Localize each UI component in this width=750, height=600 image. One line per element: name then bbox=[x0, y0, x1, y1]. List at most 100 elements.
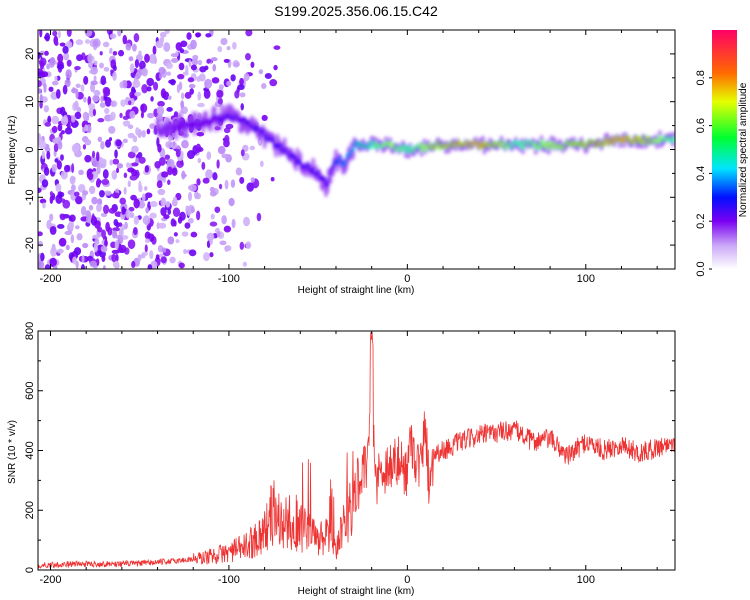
noise-blob bbox=[202, 177, 210, 184]
noise-blob bbox=[156, 222, 160, 230]
ridge-core bbox=[621, 136, 625, 140]
noise-blob bbox=[240, 149, 245, 157]
noise-blob bbox=[245, 53, 251, 61]
noise-blob bbox=[100, 75, 107, 86]
noise-blob bbox=[133, 215, 139, 225]
noise-blob bbox=[177, 216, 183, 224]
noise-blob bbox=[109, 137, 113, 142]
noise-blob bbox=[125, 209, 131, 219]
noise-blob bbox=[91, 196, 98, 205]
noise-blob bbox=[242, 261, 248, 267]
noise-blob bbox=[156, 105, 165, 116]
noise-blob bbox=[243, 216, 251, 227]
noise-blob bbox=[141, 129, 146, 138]
snr-xtick-label: -200 bbox=[39, 574, 61, 586]
ridge-core bbox=[293, 155, 296, 159]
ridge-core bbox=[271, 138, 275, 142]
noise-blob bbox=[223, 225, 232, 233]
ridge-core bbox=[657, 139, 660, 143]
ridge-core bbox=[307, 164, 311, 168]
ridge-core bbox=[213, 115, 216, 119]
noise-blob bbox=[186, 206, 192, 217]
noise-blob bbox=[209, 221, 218, 227]
noise-blob bbox=[58, 123, 62, 131]
noise-blob bbox=[113, 219, 119, 227]
noise-blob bbox=[147, 112, 155, 119]
ridge-core bbox=[298, 161, 302, 165]
noise-blob bbox=[112, 50, 118, 56]
noise-blob bbox=[69, 175, 76, 185]
noise-blob bbox=[75, 195, 83, 205]
snr-ytick-label: 400 bbox=[24, 441, 36, 459]
noise-blob bbox=[190, 64, 197, 71]
noise-blob bbox=[38, 240, 43, 247]
noise-blob bbox=[239, 92, 246, 98]
noise-blob bbox=[42, 202, 46, 209]
noise-blob bbox=[118, 244, 127, 254]
noise-blob bbox=[235, 167, 243, 176]
noise-blob bbox=[153, 57, 157, 65]
noise-blob bbox=[55, 89, 61, 99]
noise-blob bbox=[116, 167, 120, 174]
noise-blob bbox=[119, 112, 123, 119]
noise-blob bbox=[216, 89, 224, 98]
noise-blob bbox=[173, 220, 177, 227]
noise-blob bbox=[38, 187, 42, 194]
noise-blob bbox=[212, 63, 217, 72]
noise-blob bbox=[176, 160, 184, 168]
ridge-halo bbox=[192, 126, 197, 137]
noise-blob bbox=[128, 100, 132, 106]
noise-blob bbox=[245, 30, 253, 37]
noise-blob bbox=[84, 154, 92, 163]
colorbar-tick-label: 0.4 bbox=[695, 166, 707, 181]
noise-blob bbox=[52, 30, 58, 37]
noise-blob bbox=[142, 215, 151, 225]
noise-blob bbox=[53, 265, 58, 269]
noise-blob bbox=[232, 41, 237, 50]
spectrogram-ridge bbox=[155, 102, 675, 198]
noise-blob bbox=[43, 166, 50, 176]
noise-blob bbox=[234, 90, 240, 99]
noise-blob bbox=[180, 100, 185, 109]
noise-blob bbox=[92, 108, 97, 117]
noise-blob bbox=[211, 77, 220, 84]
ridge-core bbox=[368, 145, 372, 149]
noise-blob bbox=[116, 163, 124, 169]
noise-blob bbox=[93, 75, 97, 82]
noise-blob bbox=[71, 88, 79, 94]
noise-blob bbox=[166, 107, 173, 112]
noise-blob bbox=[171, 58, 179, 64]
noise-blob bbox=[245, 241, 252, 250]
noise-blob bbox=[218, 84, 224, 90]
noise-blob bbox=[183, 248, 187, 255]
noise-blob bbox=[93, 242, 98, 253]
noise-blob bbox=[132, 79, 141, 88]
noise-blob bbox=[140, 111, 145, 119]
noise-blob bbox=[83, 75, 89, 85]
noise-blob bbox=[95, 151, 100, 162]
noise-blob bbox=[101, 229, 107, 239]
noise-blob bbox=[115, 253, 119, 263]
noise-blob bbox=[149, 123, 156, 129]
noise-blob bbox=[173, 232, 178, 237]
noise-blob bbox=[115, 139, 122, 147]
noise-blob bbox=[181, 170, 186, 180]
noise-blob bbox=[84, 39, 91, 44]
noise-blob bbox=[216, 230, 221, 238]
colorbar-ticks: 0.0 0.2 0.4 0.6 0.8 bbox=[695, 70, 712, 277]
noise-blob bbox=[221, 153, 229, 159]
noise-blob bbox=[177, 73, 185, 80]
ridge-core bbox=[193, 124, 196, 128]
noise-blob bbox=[160, 88, 167, 99]
noise-blob bbox=[135, 127, 140, 136]
noise-blob bbox=[167, 166, 173, 176]
noise-blob bbox=[43, 105, 50, 113]
ridge-halo bbox=[273, 147, 279, 158]
ridge-core bbox=[540, 140, 543, 144]
snr-ytick-label: 0 bbox=[24, 567, 36, 573]
noise-blob bbox=[38, 51, 41, 59]
noise-blob bbox=[62, 45, 69, 54]
noise-blob bbox=[62, 84, 68, 95]
ridge-core bbox=[603, 142, 606, 146]
colorbar-gradient bbox=[712, 30, 737, 269]
